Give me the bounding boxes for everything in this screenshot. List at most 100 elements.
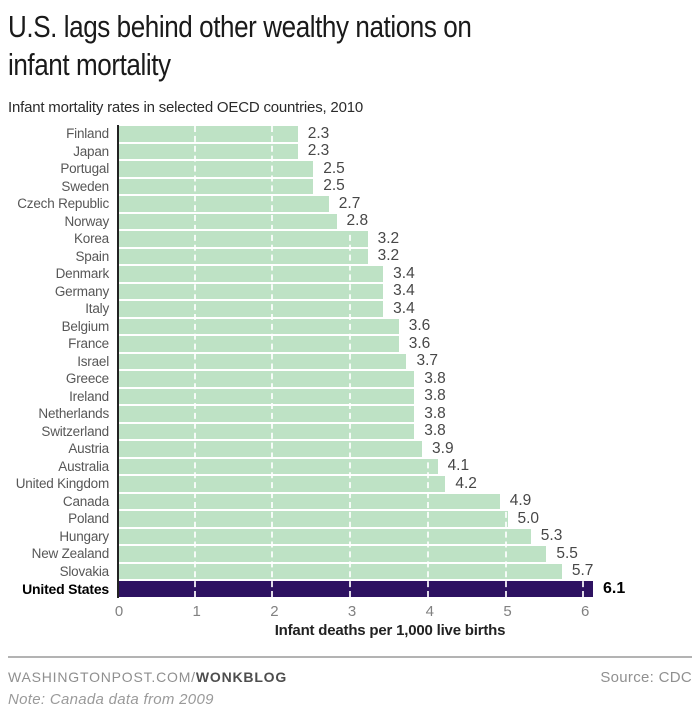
bar-track: 3.4 (117, 264, 692, 282)
country-label: Canada (62, 493, 109, 509)
bar-chart: Finland 2.3 Japan 2.3 Portugal 2.5 Sweden 2.5 Cz… (8, 125, 692, 622)
gridline (349, 126, 352, 597)
bar-track: 5.7 (117, 562, 692, 579)
x-axis-ticks: 0 1 2 3 4 5 6 (8, 598, 692, 622)
bar-track: 3.2 (117, 229, 692, 247)
gridline (193, 126, 196, 597)
country-label: Portugal (60, 161, 109, 177)
bar (119, 546, 547, 562)
value-label: 5.5 (556, 544, 578, 562)
value-label: 3.8 (424, 422, 446, 440)
bar-row: Netherlands 3.8 (8, 405, 692, 423)
bar-row: France 3.6 (8, 335, 692, 353)
country-label: Norway (64, 213, 109, 229)
value-label: 2.5 (323, 159, 345, 177)
bar-row: Israel 3.7 (8, 352, 692, 371)
bar-track: 2.3 (117, 142, 692, 160)
x-tick-label: 1 (192, 602, 201, 620)
value-label: 3.2 (377, 229, 400, 247)
bar-track: 3.6 (117, 334, 692, 352)
bar (119, 353, 407, 369)
bar (119, 283, 384, 299)
bar-row: Switzerland 3.8 (8, 422, 692, 441)
value-label: 3.4 (393, 282, 415, 300)
bar-row: Sweden 2.5 (8, 177, 692, 196)
bar-track: 4.9 (117, 492, 692, 509)
value-label: 3.6 (408, 334, 431, 352)
x-tick-label: 2 (270, 602, 279, 620)
bar-track: 3.8 (117, 405, 692, 422)
bar-row: Finland 2.3 (8, 125, 692, 143)
bar-row: United Kingdom 4.2 (8, 475, 692, 493)
value-label: 3.6 (408, 317, 431, 335)
country-label: Denmark (55, 266, 110, 282)
bar-row: Spain 3.2 (8, 247, 692, 266)
country-label: Germany (54, 283, 109, 299)
country-label: Switzerland (41, 423, 109, 439)
bar (119, 371, 415, 387)
bar-track: 6.1 (117, 579, 692, 597)
value-label: 2.7 (338, 194, 361, 212)
value-label: 3.4 (393, 299, 415, 317)
country-label: Poland (68, 511, 109, 527)
bar-track: 3.4 (117, 282, 692, 300)
bar-row: Czech Republic 2.7 (8, 195, 692, 213)
bar-row: Korea 3.2 (8, 230, 692, 248)
bar-track: 4.2 (117, 474, 692, 492)
bar-track: 5.0 (117, 510, 692, 527)
country-label: Israel (77, 353, 109, 369)
bar-track: 3.8 (117, 387, 692, 405)
bar (119, 126, 298, 142)
bar-row: Italy 3.4 (8, 300, 692, 318)
bar-row: United States 6.1 (8, 580, 692, 598)
country-label: New Zealand (31, 546, 110, 562)
bar-track: 3.7 (117, 352, 692, 370)
gridline (582, 126, 585, 597)
gridline (271, 126, 274, 597)
country-label: Slovakia (59, 563, 110, 579)
value-label: 2.5 (323, 177, 345, 195)
bar-row: Japan 2.3 (8, 142, 692, 161)
value-label: 4.2 (455, 474, 477, 492)
x-tick-label: 5 (503, 602, 512, 620)
bar-track: 2.5 (117, 159, 692, 177)
chart-subtitle: Infant mortality rates in selected OECD … (8, 99, 364, 116)
bar-row: Germany 3.4 (8, 282, 692, 301)
value-label: 3.7 (416, 352, 439, 370)
value-label: 3.2 (377, 247, 400, 265)
bar-row: Denmark 3.4 (8, 265, 692, 283)
bar-track: 3.8 (117, 370, 692, 387)
country-label: Australia (58, 458, 109, 474)
bar (119, 266, 384, 282)
bar (119, 423, 415, 439)
x-axis-label: Infant deaths per 1,000 live births (274, 621, 506, 639)
bar-track: 3.6 (117, 317, 692, 335)
x-tick-label: 3 (347, 602, 357, 620)
country-label: Korea (73, 231, 109, 247)
value-label: 6.1 (602, 579, 626, 597)
bar-row: Canada 4.9 (8, 492, 692, 511)
bar (119, 196, 329, 212)
bar-row: Norway 2.8 (8, 212, 692, 231)
bar-track: 5.3 (117, 527, 692, 545)
footnote: Note: Canada data from 2009 (8, 690, 214, 708)
value-label: 3.4 (393, 264, 415, 282)
bar (119, 301, 384, 317)
bar-row: Ireland 3.8 (8, 387, 692, 406)
bar-track: 5.5 (117, 544, 692, 562)
bar (119, 143, 298, 159)
bar (119, 213, 337, 229)
x-tick-label: 4 (425, 602, 434, 620)
value-label: 5.3 (540, 527, 563, 545)
value-label: 2.3 (307, 142, 330, 160)
x-tick-label: 6 (581, 602, 590, 620)
country-label: Netherlands (38, 406, 109, 422)
value-label: 3.8 (424, 387, 446, 405)
country-label: Sweden (61, 178, 109, 194)
bar (119, 406, 415, 422)
bar-track: 2.5 (117, 177, 692, 195)
publisher-credit: WASHINGTONPOST.COM/WONKBLOG (8, 669, 287, 685)
bar-track: 3.8 (117, 422, 692, 440)
bar-row: Greece 3.8 (8, 370, 692, 388)
bar (119, 318, 399, 334)
